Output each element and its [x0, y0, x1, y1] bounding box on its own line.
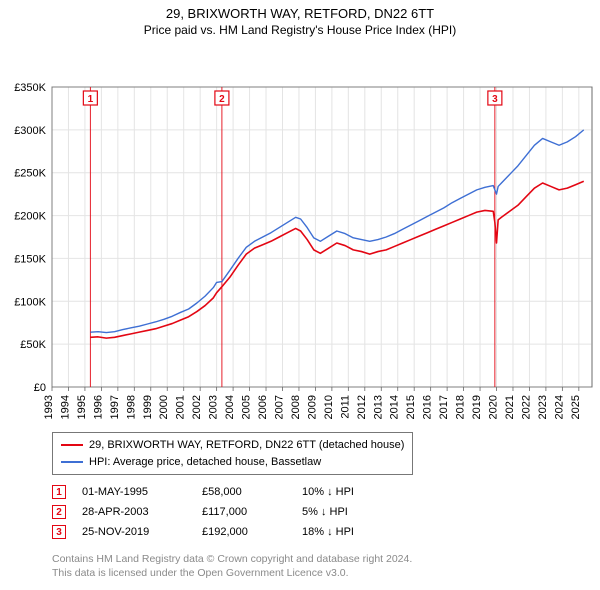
legend-swatch: [61, 461, 83, 463]
sale-marker: 2: [52, 505, 66, 519]
svg-text:2018: 2018: [455, 395, 467, 419]
legend-swatch: [61, 444, 83, 446]
svg-text:1994: 1994: [59, 395, 71, 419]
svg-text:£100K: £100K: [14, 296, 46, 308]
svg-text:2023: 2023: [537, 395, 549, 419]
sale-hpi-delta: 10% ↓ HPI: [302, 486, 412, 498]
svg-text:1: 1: [88, 94, 94, 105]
sales-table: 1 01-MAY-1995£58,00010% ↓ HPI 2 28-APR-2003…: [52, 482, 412, 542]
chart-svg: £0 £50K £100K £150K £200K £250K £300K £350K 1993…: [0, 37, 600, 447]
svg-text:2011: 2011: [339, 395, 351, 419]
svg-text:1999: 1999: [142, 395, 154, 419]
chart-titles: 29, BRIXWORTH WAY, RETFORD, DN22 6TT Pri…: [0, 0, 600, 37]
svg-text:£50K: £50K: [20, 339, 46, 351]
svg-text:2003: 2003: [208, 395, 220, 419]
svg-text:1998: 1998: [125, 395, 137, 419]
attribution-footer: Contains HM Land Registry data © Crown c…: [52, 552, 412, 580]
svg-text:2010: 2010: [323, 395, 335, 419]
sale-row: 3 25-NOV-2019£192,00018% ↓ HPI: [52, 522, 412, 542]
svg-text:£150K: £150K: [14, 253, 46, 265]
svg-text:1993: 1993: [43, 395, 55, 419]
sale-price: £192,000: [202, 526, 302, 538]
svg-text:2024: 2024: [553, 395, 565, 419]
sale-price: £117,000: [202, 506, 302, 518]
svg-text:£0: £0: [34, 382, 46, 394]
legend-label: HPI: Average price, detached house, Bass…: [89, 454, 321, 471]
sale-marker: 1: [52, 485, 66, 499]
svg-text:3: 3: [492, 94, 498, 105]
sale-date: 25-NOV-2019: [82, 526, 202, 538]
svg-text:2002: 2002: [191, 395, 203, 419]
svg-text:1997: 1997: [109, 395, 121, 419]
svg-text:2001: 2001: [175, 395, 187, 419]
sale-date: 28-APR-2003: [82, 506, 202, 518]
svg-text:2020: 2020: [488, 395, 500, 419]
svg-text:2025: 2025: [570, 395, 582, 419]
footer-line2: This data is licensed under the Open Gov…: [52, 566, 412, 580]
svg-text:2013: 2013: [372, 395, 384, 419]
legend-label: 29, BRIXWORTH WAY, RETFORD, DN22 6TT (de…: [89, 437, 404, 454]
legend-item: 29, BRIXWORTH WAY, RETFORD, DN22 6TT (de…: [61, 437, 404, 454]
svg-text:2: 2: [219, 94, 225, 105]
svg-text:2008: 2008: [290, 395, 302, 419]
sale-row: 2 28-APR-2003£117,0005% ↓ HPI: [52, 502, 412, 522]
title-address: 29, BRIXWORTH WAY, RETFORD, DN22 6TT: [0, 6, 600, 21]
sale-row: 1 01-MAY-1995£58,00010% ↓ HPI: [52, 482, 412, 502]
svg-text:2014: 2014: [389, 395, 401, 419]
svg-text:2004: 2004: [224, 395, 236, 419]
svg-text:2009: 2009: [306, 395, 318, 419]
svg-text:2016: 2016: [422, 395, 434, 419]
svg-text:2019: 2019: [471, 395, 483, 419]
sale-price: £58,000: [202, 486, 302, 498]
sale-date: 01-MAY-1995: [82, 486, 202, 498]
svg-text:2012: 2012: [356, 395, 368, 419]
svg-text:£250K: £250K: [14, 168, 46, 180]
svg-text:2022: 2022: [520, 395, 532, 419]
title-subtitle: Price paid vs. HM Land Registry's House …: [0, 23, 600, 37]
sale-marker: 3: [52, 525, 66, 539]
svg-text:2000: 2000: [158, 395, 170, 419]
svg-text:2021: 2021: [504, 395, 516, 419]
svg-text:2006: 2006: [257, 395, 269, 419]
sale-hpi-delta: 18% ↓ HPI: [302, 526, 412, 538]
legend-item: HPI: Average price, detached house, Bass…: [61, 454, 404, 471]
legend: 29, BRIXWORTH WAY, RETFORD, DN22 6TT (de…: [52, 432, 413, 475]
svg-text:2017: 2017: [438, 395, 450, 419]
svg-text:£200K: £200K: [14, 211, 46, 223]
chart-area: £0 £50K £100K £150K £200K £250K £300K £350K 1993…: [0, 37, 600, 447]
footer-line1: Contains HM Land Registry data © Crown c…: [52, 552, 412, 566]
svg-text:2005: 2005: [241, 395, 253, 419]
svg-text:2007: 2007: [273, 395, 285, 419]
svg-text:1995: 1995: [76, 395, 88, 419]
svg-text:£350K: £350K: [14, 82, 46, 94]
sale-hpi-delta: 5% ↓ HPI: [302, 506, 412, 518]
svg-text:1996: 1996: [92, 395, 104, 419]
svg-text:£300K: £300K: [14, 125, 46, 137]
svg-text:2015: 2015: [405, 395, 417, 419]
